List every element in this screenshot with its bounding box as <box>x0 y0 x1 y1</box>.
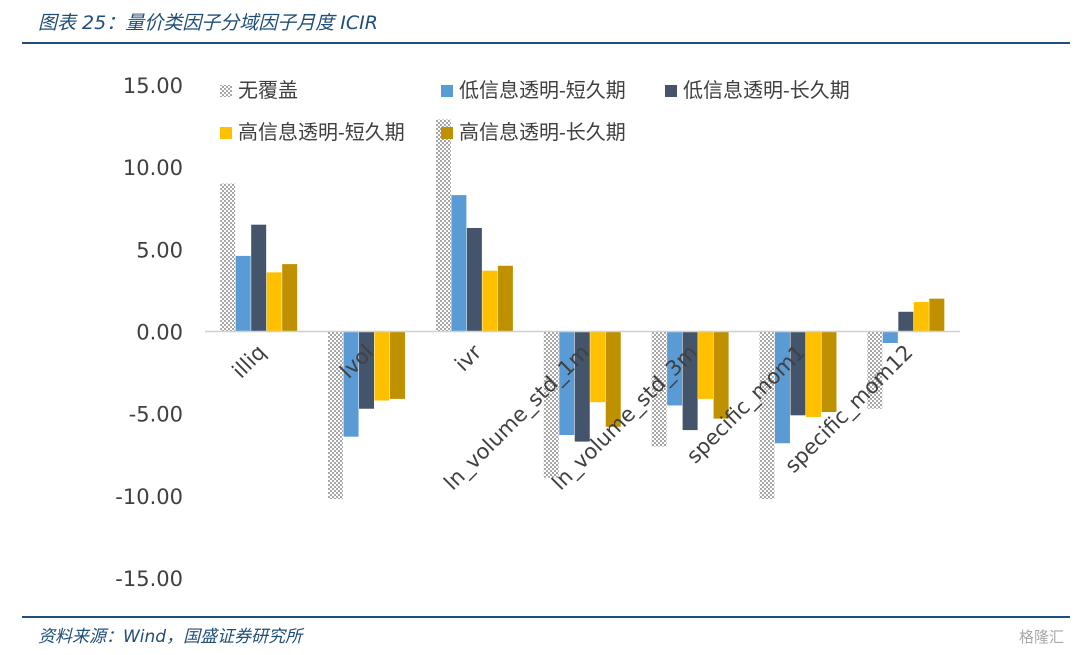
bar-illiq-series-5 <box>282 264 298 332</box>
bar-specific_mom1-series-4 <box>805 331 821 417</box>
y-axis: 15.00 10.00 5.00 0.00 -5.00 -10.00 -15.00 <box>115 74 183 591</box>
category-label: illiq <box>228 340 271 383</box>
watermark-logo: 格隆汇 <box>1018 628 1064 646</box>
y-tick-label: -5.00 <box>129 403 183 427</box>
bar-ln_volume_std_1m-series-4 <box>590 331 606 403</box>
bar-specific_mom12-series-2 <box>882 331 898 344</box>
bar-ln_volume_std_3m-series-1 <box>651 331 667 447</box>
y-tick-label: 15.00 <box>123 74 183 98</box>
bars <box>220 119 945 500</box>
bar-ivr-series-3 <box>466 227 482 332</box>
bar-specific_mom12-series-1 <box>867 331 883 409</box>
bar-specific_mom12-series-3 <box>898 311 914 332</box>
legend-label: 低信息透明-长久期 <box>683 78 850 102</box>
legend-label: 低信息透明-短久期 <box>459 78 626 102</box>
bar-ivr-series-4 <box>482 270 498 332</box>
y-tick-label: -15.00 <box>115 567 183 591</box>
bar-ln_volume_std_3m-series-5 <box>713 331 729 419</box>
bar-lvol-series-4 <box>374 331 390 401</box>
bar-illiq-series-4 <box>266 272 282 332</box>
bar-ivr-series-1 <box>435 119 451 332</box>
bar-specific_mom1-series-3 <box>790 331 806 416</box>
figure-title: 图表 25：量价类因子分域因子月度 ICIR <box>38 12 378 34</box>
bar-specific_mom12-series-4 <box>913 301 929 332</box>
legend-swatch <box>220 85 232 97</box>
bar-ln_volume_std_3m-series-2 <box>667 331 683 406</box>
y-tick-label: 5.00 <box>136 238 183 262</box>
legend-label: 高信息透明-长久期 <box>459 120 626 144</box>
bar-illiq-series-1 <box>220 183 236 332</box>
bar-specific_mom1-series-5 <box>821 331 837 413</box>
bar-ivr-series-2 <box>451 195 467 332</box>
bar-ivr-series-5 <box>497 265 513 332</box>
bar-lvol-series-3 <box>359 331 375 409</box>
bar-lvol-series-2 <box>343 331 359 437</box>
source-note: 资料来源：Wind，国盛证券研究所 <box>38 627 303 647</box>
bar-ln_volume_std_1m-series-1 <box>543 331 559 478</box>
y-tick-label: 0.00 <box>136 321 183 345</box>
legend-label: 无覆盖 <box>238 78 298 102</box>
legend-label: 高信息透明-短久期 <box>238 120 405 144</box>
legend-swatch <box>220 127 232 139</box>
bar-illiq-series-3 <box>251 224 267 332</box>
bar-specific_mom12-series-5 <box>929 298 945 332</box>
legend-swatch <box>441 127 453 139</box>
bar-ln_volume_std_3m-series-4 <box>698 331 714 399</box>
y-tick-label: -10.00 <box>115 485 183 509</box>
bar-lvol-series-5 <box>390 331 406 399</box>
category-label: ivr <box>450 340 486 376</box>
bar-specific_mom1-series-2 <box>774 331 790 444</box>
bar-lvol-series-1 <box>328 331 344 500</box>
legend-swatch <box>441 85 453 97</box>
bar-ln_volume_std_1m-series-2 <box>559 331 575 436</box>
bar-specific_mom1-series-1 <box>759 331 775 500</box>
bottom-rule <box>22 616 1070 618</box>
y-tick-label: 10.00 <box>123 156 183 180</box>
bar-ln_volume_std_1m-series-3 <box>574 331 590 442</box>
bar-ln_volume_std_3m-series-3 <box>682 331 698 431</box>
top-rule <box>22 42 1070 44</box>
legend-swatch <box>665 85 677 97</box>
bar-ln_volume_std_1m-series-5 <box>605 331 621 427</box>
bar-illiq-series-2 <box>235 255 251 332</box>
